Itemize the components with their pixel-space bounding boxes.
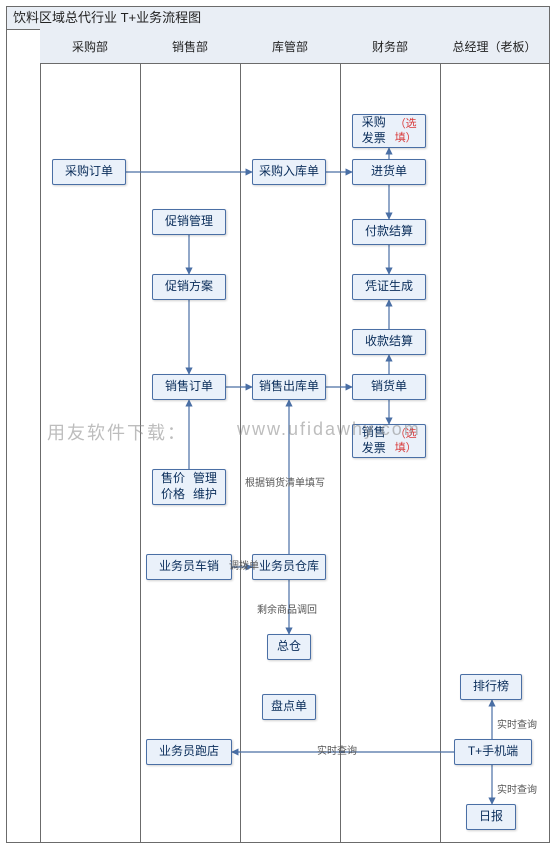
node-carsale: 业务员车销 (146, 554, 232, 580)
lane-head-boss: 总经理（老板） (440, 29, 549, 64)
node-pay: 付款结算 (352, 219, 426, 245)
edge-label: 剩余商品调回 (257, 601, 317, 616)
node-sell: 销货单 (352, 374, 426, 400)
node-yw_wh: 业务员仓库 (252, 554, 326, 580)
node-price: 售价价格管理维护 (152, 469, 226, 505)
edge-label: 调拨单 (229, 557, 259, 572)
node-gdn: 销售出库单 (252, 374, 326, 400)
edge-label: 实时查询 (317, 742, 357, 757)
node-daily: 日报 (466, 804, 516, 830)
node-visit: 业务员跑店 (146, 739, 232, 765)
edge-label: 实时查询 (497, 781, 537, 796)
lane-wh: 库管部 (240, 29, 341, 842)
node-sinv: 销售发票（选填） (352, 424, 426, 458)
node-vouch: 凭证生成 (352, 274, 426, 300)
node-plan: 促销方案 (152, 274, 226, 300)
lane-head-sale: 销售部 (140, 29, 240, 64)
edge-label: 根据销货清单填写 (245, 474, 325, 489)
lane-head-wh: 库管部 (240, 29, 340, 64)
lane-gutter (7, 29, 41, 842)
node-so: 销售订单 (152, 374, 226, 400)
node-mainwh: 总仓 (267, 634, 311, 660)
diagram-frame: 饮料区域总代行业 T+业务流程图 采购部销售部库管部财务部总经理（老板） 采购订… (6, 6, 550, 843)
node-recv: 收款结算 (352, 329, 426, 355)
lane-head-fin: 财务部 (340, 29, 440, 64)
node-stockin: 进货单 (352, 159, 426, 185)
node-check: 盘点单 (262, 694, 316, 720)
edge-label: 实时查询 (497, 716, 537, 731)
lane-buy: 采购部 (40, 29, 141, 842)
lane-sale: 销售部 (140, 29, 241, 842)
swimlane-area: 采购部销售部库管部财务部总经理（老板） 采购订单 采购入库单采购发票（选填） 进货单… (7, 29, 549, 842)
node-rank: 排行榜 (460, 674, 522, 700)
diagram-title: 饮料区域总代行业 T+业务流程图 (7, 7, 549, 30)
node-po: 采购订单 (52, 159, 126, 185)
lane-head-buy: 采购部 (40, 29, 140, 64)
node-pinv: 采购发票（选填） (352, 114, 426, 148)
node-grn: 采购入库单 (252, 159, 326, 185)
node-promo: 促销管理 (152, 209, 226, 235)
node-mobile: T+手机端 (454, 739, 532, 765)
